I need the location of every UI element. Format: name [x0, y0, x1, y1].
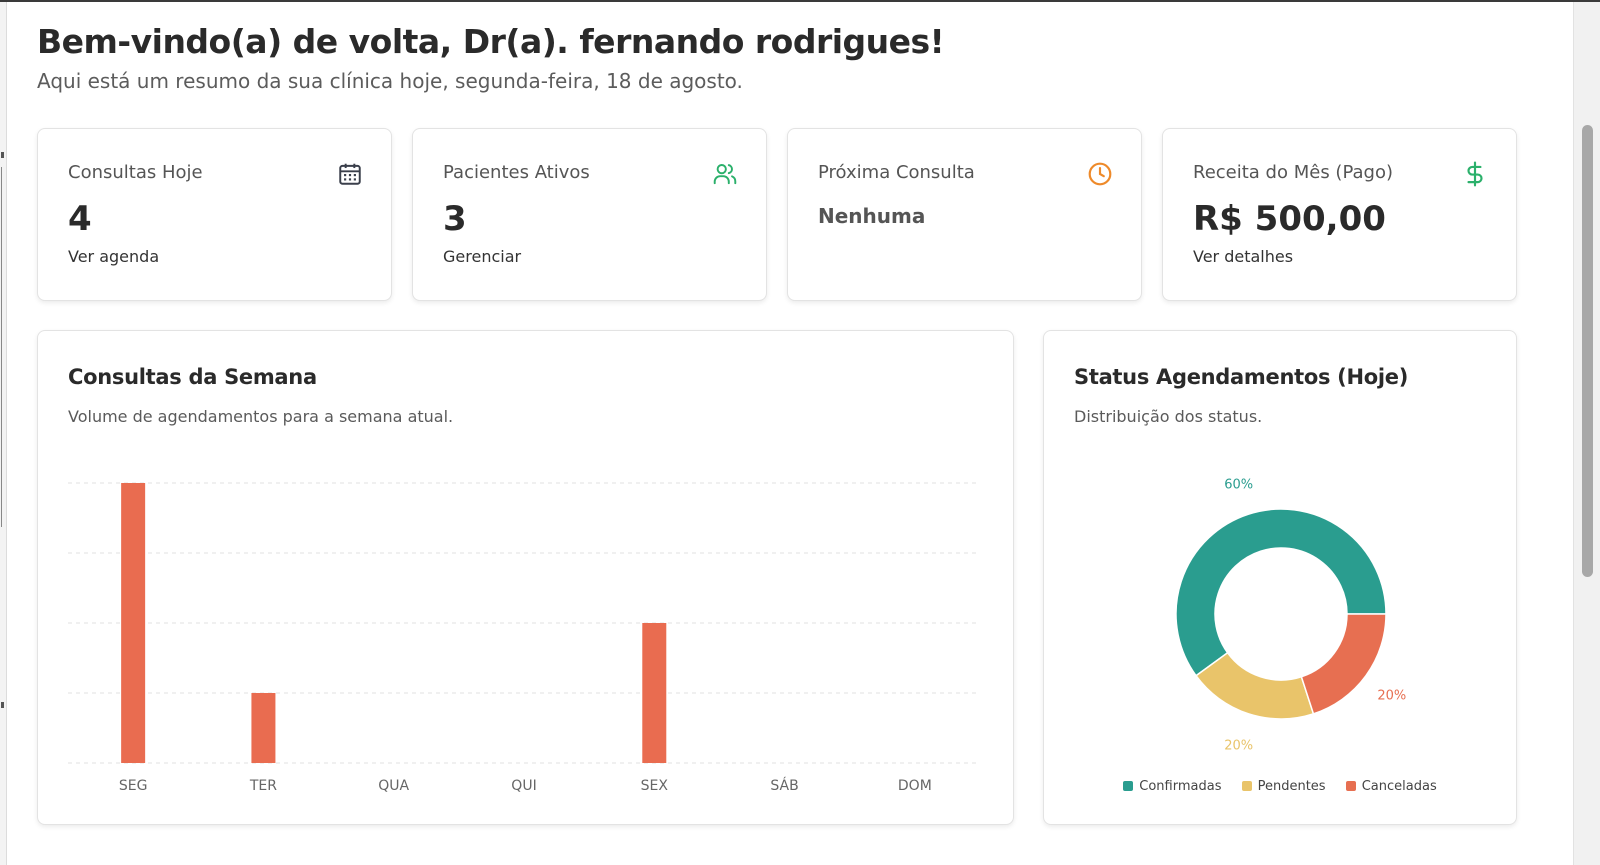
users-icon — [713, 164, 737, 185]
legend-label: Confirmadas — [1139, 779, 1222, 794]
stat-value: 4 — [68, 199, 92, 239]
chart-legend: Confirmadas Pendentes Canceladas — [1044, 779, 1516, 794]
bar-ter[interactable] — [251, 693, 276, 763]
welcome-header: Bem-vindo(a) de volta, Dr(a). fernando r… — [37, 22, 945, 93]
legend-item-confirmadas[interactable]: Confirmadas — [1123, 779, 1221, 794]
legend-swatch — [1345, 781, 1356, 791]
slice-confirmadas[interactable] — [1175, 508, 1387, 677]
panel-title: Status Agendamentos (Hoje) — [1074, 365, 1409, 389]
panel-subtitle: Volume de agendamentos para a semana atu… — [68, 407, 454, 426]
legend-label: Pendentes — [1257, 779, 1326, 794]
slice-pendentes[interactable] — [1195, 651, 1315, 720]
legend-swatch — [1123, 781, 1134, 791]
stat-value: R$ 500,00 — [1193, 199, 1386, 239]
welcome-title: Bem-vindo(a) de volta, Dr(a). fernando r… — [37, 22, 945, 61]
x-tick-label: DOM — [898, 778, 932, 794]
slice-value-label: 60% — [1224, 478, 1253, 493]
x-tick-label: TER — [249, 778, 277, 794]
x-tick-label: SEG — [119, 778, 148, 794]
legend-item-pendentes[interactable]: Pendentes — [1241, 779, 1326, 794]
x-tick-label: QUI — [511, 778, 536, 794]
stat-value: 3 — [443, 199, 467, 239]
ver-agenda-link[interactable]: Ver agenda — [68, 247, 160, 266]
welcome-subtitle: Aqui está um resumo da sua clínica hoje,… — [37, 69, 743, 93]
vertical-scrollbar[interactable] — [1573, 2, 1600, 865]
x-tick-label: SEX — [641, 778, 669, 794]
panel-title: Consultas da Semana — [68, 365, 317, 389]
stat-card-receita-mes: Receita do Mês (Pago) R$ 500,00 Ver deta… — [1162, 128, 1517, 301]
scrollbar-thumb[interactable] — [1582, 125, 1593, 577]
status-donut-chart: 60% 20% 20% — [1175, 478, 1406, 753]
stat-label: Consultas Hoje — [68, 162, 203, 183]
gerenciar-link[interactable]: Gerenciar — [443, 247, 522, 266]
x-tick-label: SÁB — [770, 777, 798, 794]
slice-value-label: 20% — [1377, 689, 1406, 704]
panel-subtitle: Distribuição dos status. — [1074, 407, 1263, 426]
slice-value-label: 20% — [1224, 738, 1253, 753]
legend-label: Canceladas — [1361, 779, 1437, 794]
dashboard-page: Bem-vindo(a) de volta, Dr(a). fernando r… — [7, 2, 1573, 865]
stat-value: Nenhuma — [818, 204, 926, 228]
weekly-bar-chart: SEG TER QUA QUI SEX SÁB DOM — [68, 482, 980, 794]
slice-canceladas[interactable] — [1300, 613, 1387, 715]
weekly-appointments-panel: Consultas da Semana Volume de agendament… — [37, 330, 1014, 825]
calendar-icon — [339, 163, 361, 185]
x-tick-label: QUA — [378, 778, 409, 794]
stat-label: Receita do Mês (Pago) — [1193, 162, 1393, 183]
dollar-icon — [1467, 161, 1483, 187]
bar-sex[interactable] — [642, 623, 667, 763]
window-top-border — [0, 0, 1600, 2]
stat-label: Pacientes Ativos — [443, 162, 590, 183]
stat-label: Próxima Consulta — [818, 162, 975, 183]
ver-detalhes-link[interactable]: Ver detalhes — [1193, 247, 1294, 266]
stat-card-pacientes-ativos: Pacientes Ativos 3 Gerenciar — [412, 128, 767, 301]
status-appointments-panel: Status Agendamentos (Hoje) Distribuição … — [1043, 330, 1517, 825]
stat-card-proxima-consulta: Próxima Consulta Nenhuma — [787, 128, 1142, 301]
legend-item-canceladas[interactable]: Canceladas — [1345, 779, 1437, 794]
left-edge-panel — [0, 2, 7, 865]
bar-seg[interactable] — [121, 483, 146, 763]
clock-icon — [1088, 162, 1112, 186]
legend-swatch — [1241, 781, 1252, 791]
stat-card-consultas-hoje: Consultas Hoje 4 Ver agenda — [37, 128, 392, 301]
